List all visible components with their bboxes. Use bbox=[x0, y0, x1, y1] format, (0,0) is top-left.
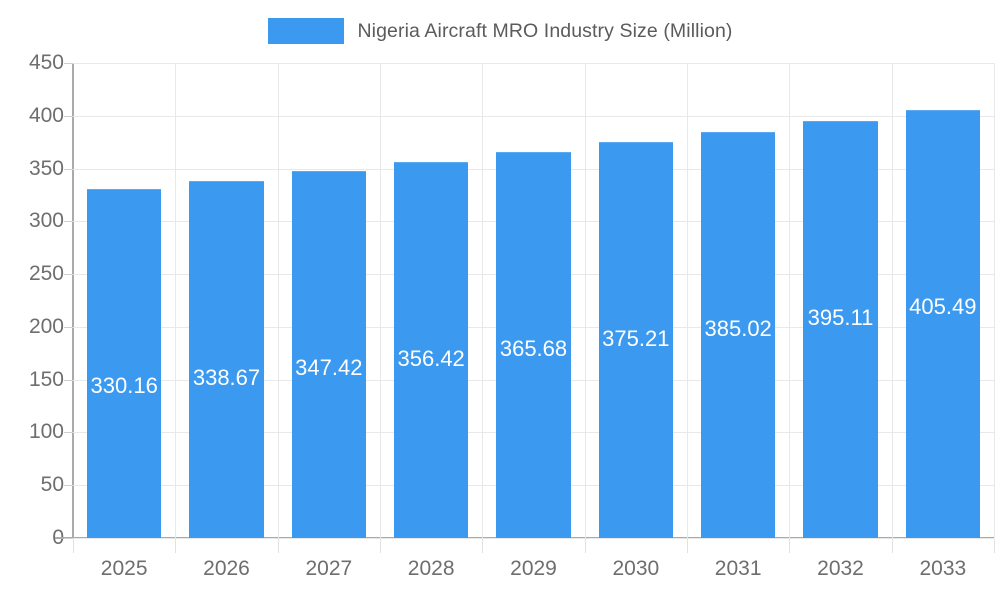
bar[interactable] bbox=[189, 180, 264, 538]
y-axis-tick-label: 350 bbox=[28, 156, 64, 180]
plot-area: 330.16 338.67 347.42 356.42 365.68 375.21 385.… bbox=[73, 63, 995, 539]
x-axis-tick bbox=[892, 539, 893, 553]
x-axis-tick-label: 2032 bbox=[817, 557, 864, 580]
x-axis-tick-label: 2025 bbox=[100, 557, 148, 580]
x-axis-tick bbox=[687, 539, 688, 553]
bar-value-label: 338.67 bbox=[192, 364, 261, 390]
x-axis-tick-label: 2033 bbox=[919, 557, 967, 580]
bar[interactable] bbox=[803, 120, 878, 538]
x-axis-tick bbox=[278, 539, 279, 553]
y-axis-tick-label: 200 bbox=[28, 314, 64, 338]
y-axis-tick bbox=[64, 485, 73, 487]
gridline-vertical bbox=[278, 63, 279, 538]
gridline-horizontal bbox=[73, 538, 994, 539]
y-axis-tick-label: 100 bbox=[28, 420, 64, 444]
x-axis-tick bbox=[482, 539, 483, 553]
gridline-horizontal bbox=[73, 115, 994, 117]
x-axis-tick-label: 2027 bbox=[305, 557, 353, 580]
bar[interactable] bbox=[87, 189, 162, 538]
x-axis-tick bbox=[175, 539, 176, 553]
chart-legend: Nigeria Aircraft MRO Industry Size (Mill… bbox=[0, 14, 1000, 48]
y-axis-tick-label: 250 bbox=[28, 262, 64, 286]
gridline-vertical bbox=[585, 63, 586, 538]
bar-value-label: 395.11 bbox=[807, 304, 874, 330]
x-axis-tick-label: 2029 bbox=[510, 557, 557, 580]
gridline-vertical bbox=[789, 63, 790, 538]
y-axis-tick-label: 400 bbox=[28, 103, 64, 127]
y-axis-tick bbox=[64, 538, 73, 539]
y-axis-tick bbox=[64, 221, 73, 223]
y-axis-labels: 450400350300250200150100500 bbox=[0, 0, 64, 600]
bar-value-label: 347.42 bbox=[295, 355, 363, 381]
bar[interactable] bbox=[701, 131, 776, 538]
bar[interactable] bbox=[905, 109, 980, 538]
gridline-vertical bbox=[175, 63, 176, 538]
bar-value-label: 356.42 bbox=[397, 345, 465, 371]
x-axis-tick-label: 2026 bbox=[203, 557, 250, 580]
bar-value-label: 405.49 bbox=[909, 293, 977, 319]
x-axis-tick-label: 2030 bbox=[612, 557, 660, 580]
bar-value-label: 385.02 bbox=[704, 315, 772, 341]
legend-color-swatch-icon bbox=[267, 18, 344, 44]
x-axis-tick-label: 2028 bbox=[407, 557, 455, 580]
y-axis-tick bbox=[64, 432, 73, 434]
bar-value-label: 330.16 bbox=[90, 373, 158, 399]
y-axis-tick-label: 150 bbox=[28, 367, 64, 391]
x-axis-tick bbox=[994, 539, 995, 553]
y-axis-line bbox=[72, 63, 74, 539]
bar[interactable] bbox=[291, 171, 366, 538]
gridline-vertical bbox=[687, 63, 688, 538]
bar[interactable] bbox=[598, 141, 673, 538]
gridline-vertical bbox=[380, 63, 381, 538]
gridline-horizontal bbox=[73, 63, 994, 64]
bar[interactable] bbox=[394, 161, 469, 538]
gridline-vertical bbox=[994, 63, 995, 538]
bar-value-label: 375.21 bbox=[602, 325, 670, 351]
y-axis-tick-label: 300 bbox=[28, 209, 64, 233]
bar[interactable] bbox=[496, 152, 571, 538]
legend-item-label: Nigeria Aircraft MRO Industry Size (Mill… bbox=[357, 19, 733, 42]
y-axis-tick bbox=[64, 63, 73, 64]
gridline-vertical bbox=[482, 63, 483, 538]
legend-item-series-1[interactable]: Nigeria Aircraft MRO Industry Size (Mill… bbox=[267, 18, 733, 44]
y-axis-tick-label: 450 bbox=[28, 51, 64, 74]
x-axis-tick-label: 2031 bbox=[714, 557, 762, 580]
x-axis-tick bbox=[73, 539, 74, 553]
y-axis-tick bbox=[64, 326, 73, 328]
x-axis-tick bbox=[380, 539, 381, 553]
gridline-vertical bbox=[892, 63, 893, 538]
y-axis-tick-label: 50 bbox=[40, 473, 64, 497]
x-axis-tick bbox=[585, 539, 586, 553]
y-axis-tick bbox=[64, 379, 73, 381]
y-axis-tick bbox=[64, 115, 73, 117]
x-axis-tick bbox=[789, 539, 790, 553]
y-axis-tick bbox=[64, 274, 73, 276]
bar-value-label: 365.68 bbox=[499, 336, 568, 361]
y-axis-tick bbox=[64, 168, 73, 170]
